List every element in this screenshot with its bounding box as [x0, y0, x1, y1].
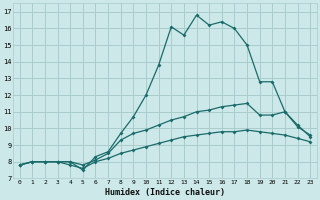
- X-axis label: Humidex (Indice chaleur): Humidex (Indice chaleur): [105, 188, 225, 197]
